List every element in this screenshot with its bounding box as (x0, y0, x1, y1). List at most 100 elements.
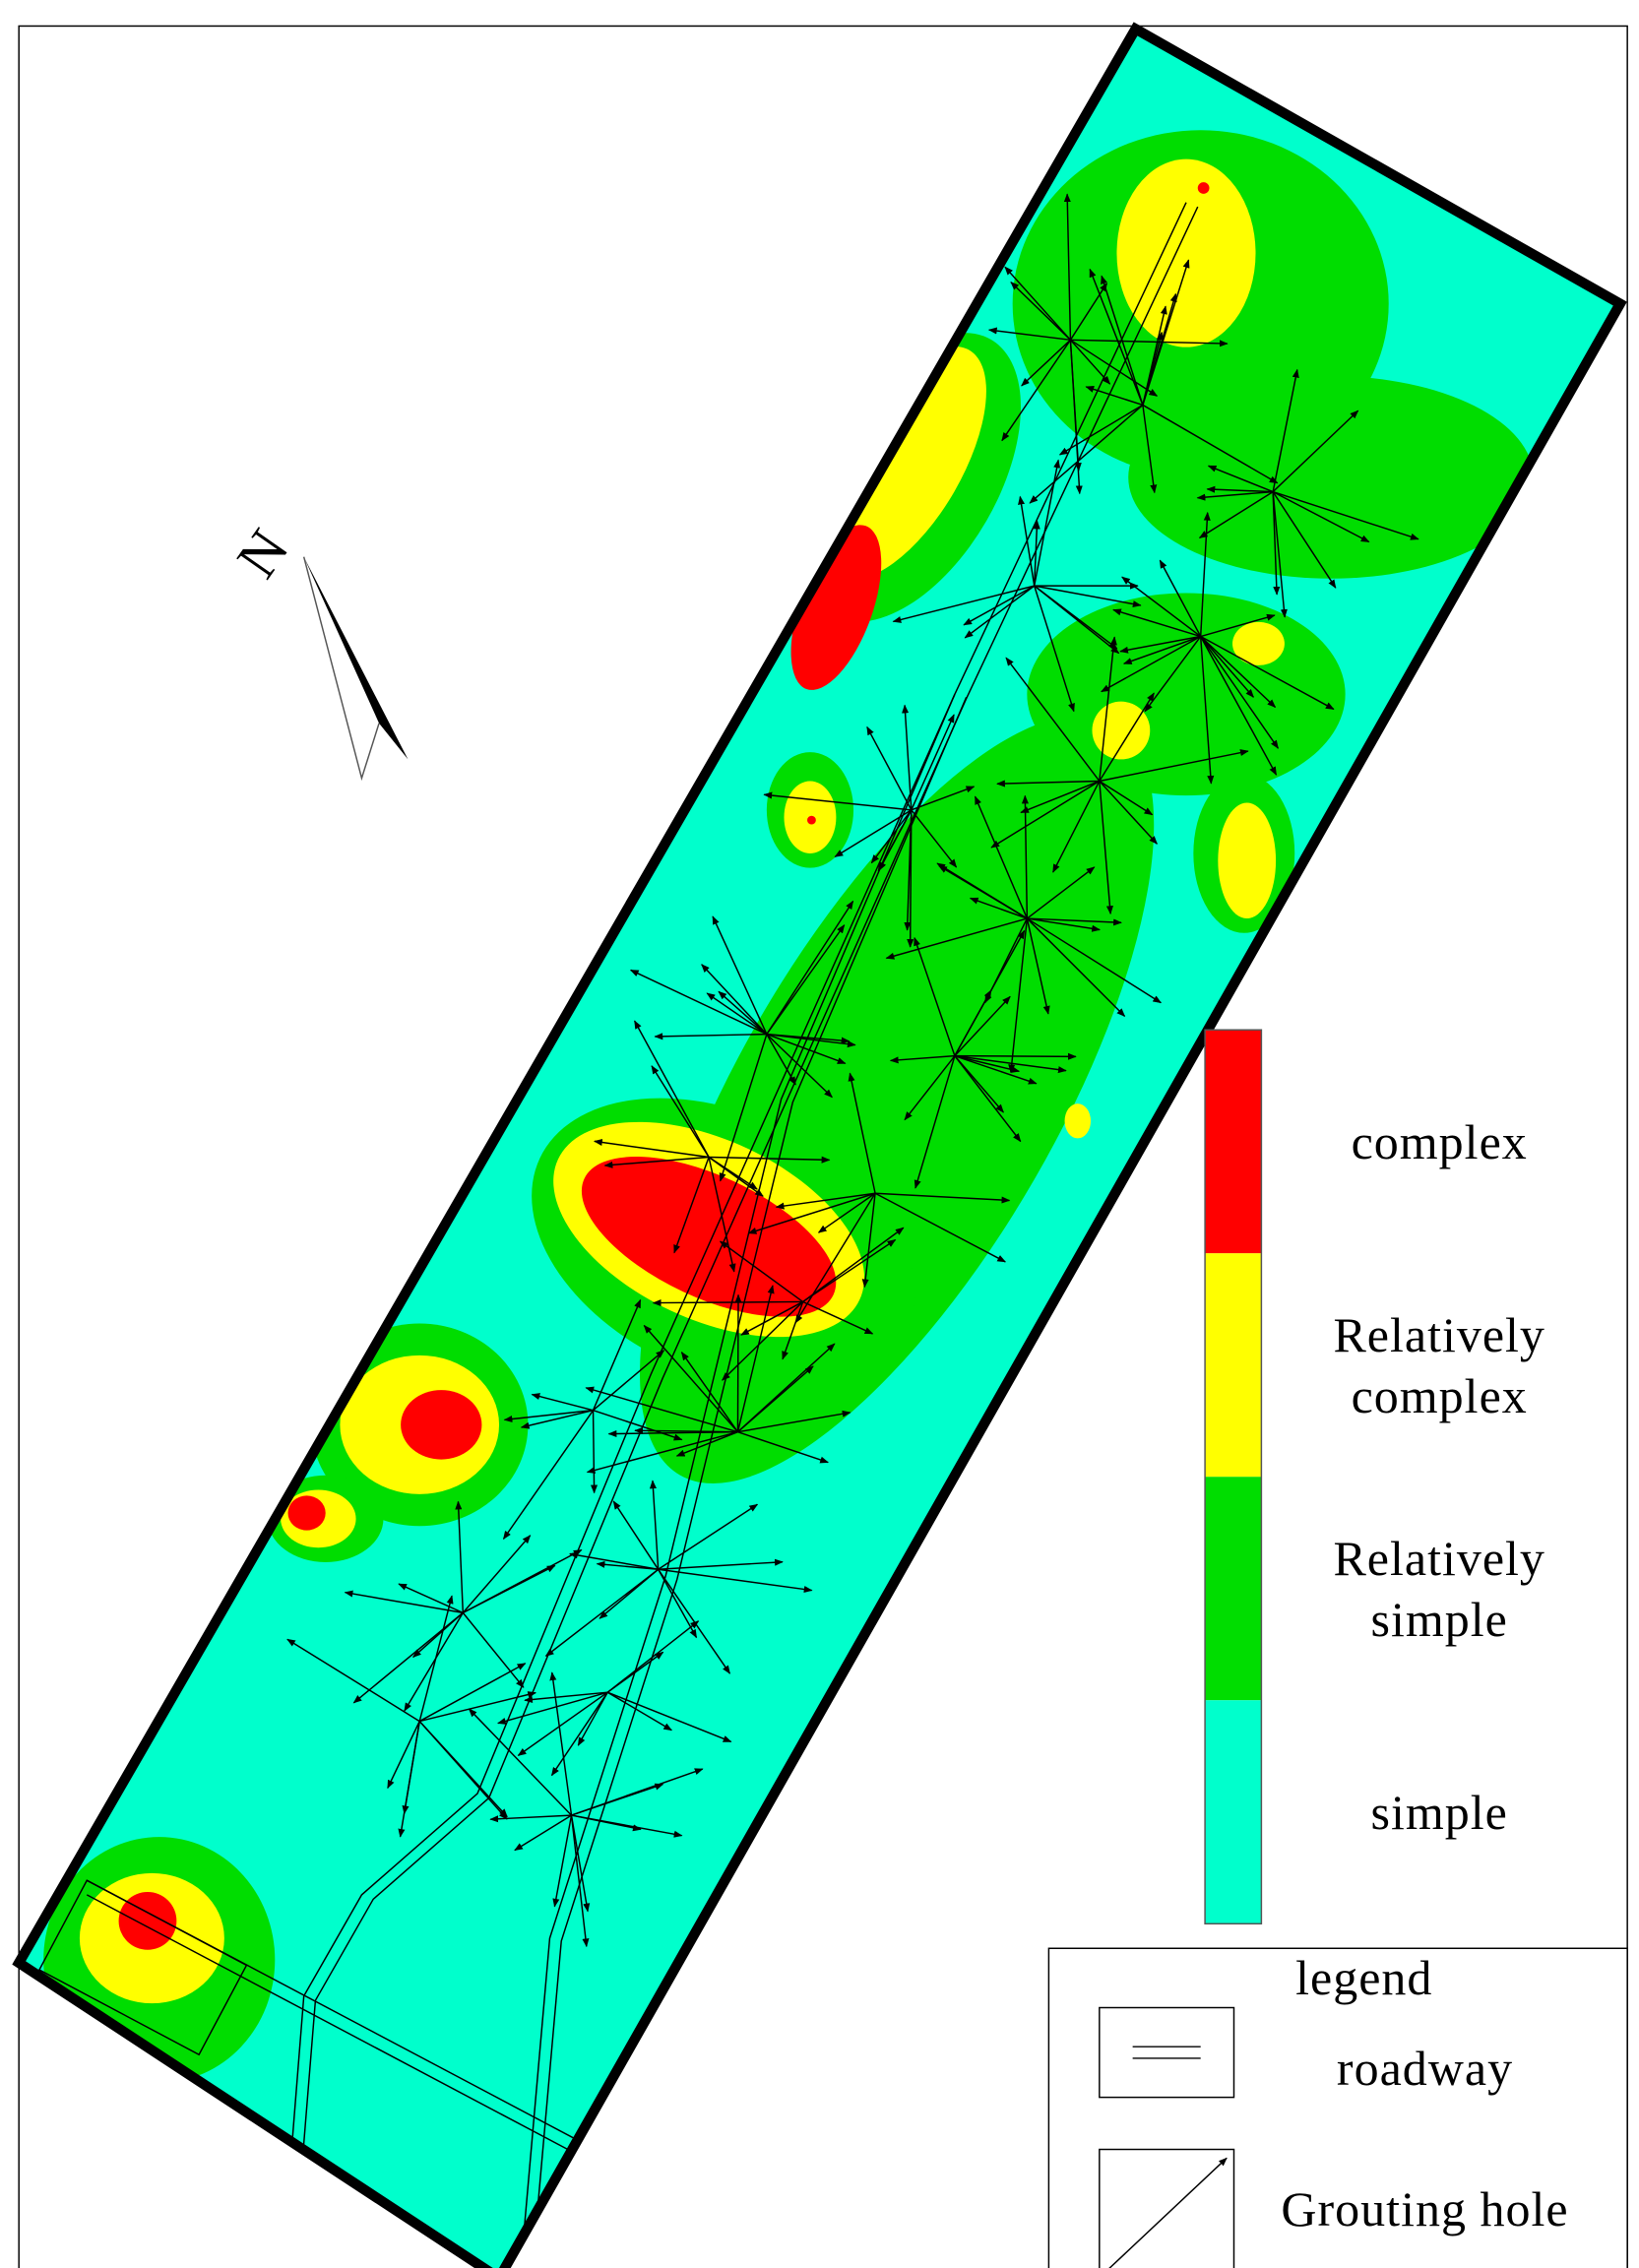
grouting-hole (398, 1583, 464, 1614)
grouting-hole (1099, 636, 1117, 782)
grouting-hole (766, 1033, 851, 1044)
grouting-hole (736, 1343, 836, 1433)
grouting-hole (596, 1560, 659, 1571)
grouting-hole (593, 1138, 710, 1159)
grouting-hole (963, 585, 1036, 626)
grouting-hole (1021, 339, 1071, 387)
grouting-hole (734, 1293, 742, 1432)
grouting-hole (1200, 613, 1276, 638)
grouting-hole (502, 1410, 595, 1541)
grouting-hole (1010, 281, 1071, 341)
grouting-hole (1020, 780, 1101, 814)
grouting-hole (1026, 866, 1096, 919)
grouting-hole (904, 1055, 956, 1121)
grouting-hole (1018, 495, 1036, 587)
grouting-hole (1070, 339, 1159, 397)
grouting-hole (718, 990, 768, 1036)
grouting-hole (531, 1393, 594, 1412)
grouting-hole (1272, 410, 1359, 493)
grouting-hole (722, 1300, 804, 1381)
grouting-hole (570, 1814, 590, 1948)
grouting-hole (603, 1156, 710, 1168)
grouting-hole (1099, 749, 1249, 783)
grouting-hole (649, 1480, 660, 1570)
grouting-hole (848, 1072, 876, 1194)
grouting-hole (1085, 385, 1144, 407)
grouting-hole (1200, 636, 1278, 776)
grouting-hole (658, 1503, 759, 1570)
grouting-hole (1099, 781, 1113, 915)
zoning (19, 29, 1620, 2268)
grouting-hole (1142, 404, 1279, 484)
grouting-hole (802, 1300, 874, 1335)
grouting-hole (954, 1055, 1004, 1113)
grouting-hole (418, 1663, 527, 1723)
label: Grouting hole (1281, 2181, 1569, 2236)
grouting-hole (701, 964, 768, 1036)
grouting-hole (468, 1708, 573, 1816)
label: Relatively complex (1333, 1306, 1545, 1423)
grouting-hole (954, 929, 1026, 1057)
grouting-hole (987, 327, 1071, 342)
grouting-hole (1272, 490, 1370, 543)
grouting-hole (736, 1285, 775, 1432)
grouting-hole (904, 809, 913, 931)
grouting-hole (709, 1156, 831, 1164)
grouting-hole (352, 1611, 464, 1704)
grouting-hole (861, 1193, 876, 1289)
grouting-symbol (1099, 2148, 1235, 2268)
color-scale (1204, 1029, 1263, 1925)
grouting-hole (834, 809, 913, 857)
grouting-hole (643, 1324, 739, 1433)
grouting-hole (911, 786, 976, 811)
legend-box (1047, 1947, 1628, 2268)
grouting-hole (889, 1054, 955, 1064)
grouting-hole (1142, 405, 1158, 494)
grouting-hole (1069, 340, 1082, 472)
grouting-hole (740, 1300, 803, 1336)
grouting-hole (673, 1157, 710, 1254)
north-arrow: N (224, 518, 409, 782)
grouting-hole (974, 795, 1029, 919)
grouting-hole (911, 714, 955, 811)
grouting-hole (520, 1409, 594, 1429)
grouting-hole (1005, 657, 1101, 782)
grouting-hole (1069, 339, 1111, 385)
grouting-hole (1112, 608, 1201, 638)
label: complex (1351, 1113, 1528, 1169)
grouting-hole (954, 1052, 1077, 1060)
grouting-hole (1069, 283, 1108, 341)
grouting-hole (1004, 266, 1071, 341)
grouting-hole (680, 1352, 739, 1433)
grouting-hole (571, 1814, 683, 1838)
grouting-hole (1029, 404, 1144, 504)
grouting-hole (462, 1564, 556, 1614)
grouting-hole (1063, 193, 1072, 341)
grouting-hole (1200, 636, 1254, 698)
grouting-hole (902, 704, 913, 810)
grouting-hole (1207, 465, 1274, 493)
grouting-hole (874, 1192, 1007, 1263)
grouting-hole (586, 1430, 738, 1474)
grouting-hole (387, 1721, 420, 1790)
grouting-hole (503, 1409, 594, 1423)
grouting-hole (1272, 491, 1337, 589)
grouting-hole (1099, 780, 1158, 845)
grouting-hole (870, 809, 913, 864)
grouting-hole (1200, 635, 1335, 711)
grouting-hole (592, 1298, 642, 1411)
grouting-hole (419, 1691, 536, 1723)
grouting-hole (1052, 781, 1101, 873)
grouting-hole (964, 585, 1036, 639)
grouting-hole (1272, 491, 1281, 596)
grouting-hole (404, 1611, 464, 1712)
grouting-hole (658, 1568, 698, 1639)
grouting-hole (766, 924, 846, 1036)
grouting-hole (418, 1721, 508, 1818)
grouting-hole (990, 780, 1101, 849)
grouting-hole (1099, 692, 1155, 782)
grouting-hole (286, 1638, 420, 1723)
grouting-hole (719, 1240, 804, 1303)
roadway-symbol (1099, 2006, 1235, 2099)
